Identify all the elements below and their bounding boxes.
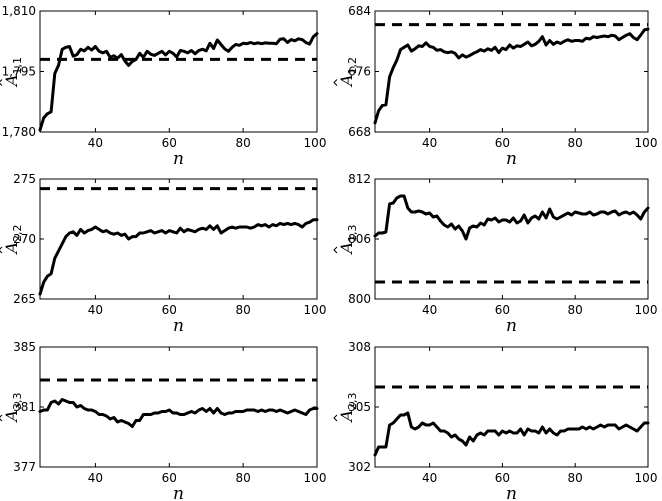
plot-frame: [374, 346, 649, 468]
y-label-base: A: [337, 74, 356, 88]
y-tick-label: 302: [348, 460, 371, 474]
y-label-base: A: [2, 74, 21, 88]
x-axis-label: n: [173, 484, 184, 501]
hat-accent: [0, 246, 3, 254]
y-label-subscript: 2,3: [346, 392, 359, 410]
y-tick-label: 305: [348, 400, 371, 414]
subplot-4: 40 60 80 100 800 806 812 n A1,3: [333, 172, 658, 336]
hat-accent: [333, 414, 338, 422]
x-tick-label: 100: [635, 136, 658, 150]
y-tick-label: 275: [13, 172, 36, 186]
y-axis-label-text: A2,3: [337, 392, 359, 423]
y-label-base: A: [2, 242, 21, 256]
x-axis-label: n: [173, 316, 184, 336]
x-tick-label: 60: [162, 136, 177, 150]
x-axis-label: n: [506, 484, 517, 501]
hat-accent: [333, 246, 338, 254]
x-tick-label: 80: [568, 136, 583, 150]
x-tick-label: 40: [422, 136, 437, 150]
y-label-subscript: 3,3: [11, 392, 24, 410]
x-tick-label: 100: [304, 136, 327, 150]
x-tick-label: 80: [235, 471, 250, 485]
estimate-series-line: [38, 398, 319, 428]
x-axis-label: n: [506, 316, 517, 336]
y-tick-label: 270: [13, 232, 36, 246]
x-tick-label: 40: [88, 303, 103, 317]
y-label-base: A: [2, 410, 21, 424]
y-label-subscript: 1,3: [346, 224, 359, 242]
x-tick-label: 100: [304, 471, 327, 485]
x-tick-label: 60: [495, 303, 510, 317]
x-tick-label: 60: [162, 471, 177, 485]
x-axis-label: n: [506, 149, 517, 169]
y-tick-label: 385: [13, 340, 36, 354]
estimate-series-line: [373, 194, 650, 241]
x-tick-label: 60: [495, 471, 510, 485]
y-axis-label-text: A2,2: [2, 224, 24, 255]
subplot-5: 40 60 80 100 377 381 385 n A3,3: [0, 340, 326, 501]
plot-frame: [374, 10, 649, 133]
hat-accent: [0, 79, 3, 86]
estimate-series-line: [38, 32, 319, 132]
y-label-subscript: 1,1: [11, 57, 24, 75]
y-tick-label: 377: [13, 460, 36, 474]
y-tick-label: 1,795: [2, 65, 36, 79]
y-axis-label-text: A1,2: [337, 57, 359, 88]
subplot-2: 40 60 80 100 668 676 684 n A1,2: [333, 4, 658, 169]
estimate-series-line: [38, 218, 319, 296]
subplot-3: 40 60 80 100 265 270 275 n A2,2: [0, 172, 326, 336]
y-tick-label: 806: [348, 232, 371, 246]
y-tick-label: 381: [13, 400, 36, 414]
y-axis-label: A1,3: [333, 224, 359, 256]
y-axis-label: A1,2: [333, 57, 359, 88]
y-tick-label: 812: [348, 172, 371, 186]
x-tick-label: 80: [235, 303, 250, 317]
y-axis-label: A2,3: [333, 392, 359, 424]
y-tick-label: 676: [348, 65, 371, 79]
x-tick-label: 40: [422, 471, 437, 485]
y-tick-label: 684: [348, 4, 371, 18]
x-tick-label: 60: [495, 136, 510, 150]
plot-frame: [39, 10, 318, 133]
y-axis-label: A3,3: [0, 392, 24, 424]
subplot-1: 40 60 80 100 1,780 1,795 1,810 n A1,1: [0, 4, 326, 169]
x-tick-label: 100: [304, 303, 327, 317]
x-tick-label: 100: [635, 303, 658, 317]
estimate-series-line: [373, 27, 650, 125]
plot-frame: [39, 178, 318, 300]
x-tick-label: 60: [162, 303, 177, 317]
y-label-base: A: [337, 242, 356, 256]
y-axis-label-text: A1,3: [337, 224, 359, 255]
y-axis-label-text: A3,3: [2, 392, 24, 423]
y-tick-label: 308: [348, 340, 371, 354]
hat-accent: [333, 79, 338, 86]
y-tick-label: 668: [348, 125, 371, 139]
y-label-subscript: 2,2: [11, 224, 24, 242]
x-axis-label: n: [173, 149, 184, 169]
estimate-series-line: [373, 411, 650, 457]
y-axis-label: A2,2: [0, 224, 24, 256]
x-tick-label: 40: [88, 471, 103, 485]
y-tick-label: 1,810: [2, 4, 36, 18]
y-tick-label: 800: [348, 292, 371, 306]
x-tick-label: 80: [568, 471, 583, 485]
y-tick-label: 1,780: [2, 125, 36, 139]
y-tick-label: 265: [13, 292, 36, 306]
y-label-subscript: 1,2: [346, 57, 359, 75]
hat-accent: [0, 414, 3, 422]
subplot-6: 40 60 80 100 302 305 308 n A2,3: [333, 340, 658, 501]
x-tick-label: 80: [568, 303, 583, 317]
x-tick-label: 100: [635, 471, 658, 485]
x-tick-label: 80: [235, 136, 250, 150]
y-axis-label: A1,1: [0, 57, 24, 88]
x-tick-label: 40: [88, 136, 103, 150]
y-axis-label-text: A1,1: [2, 57, 24, 88]
y-label-base: A: [337, 410, 356, 424]
x-tick-label: 40: [422, 303, 437, 317]
